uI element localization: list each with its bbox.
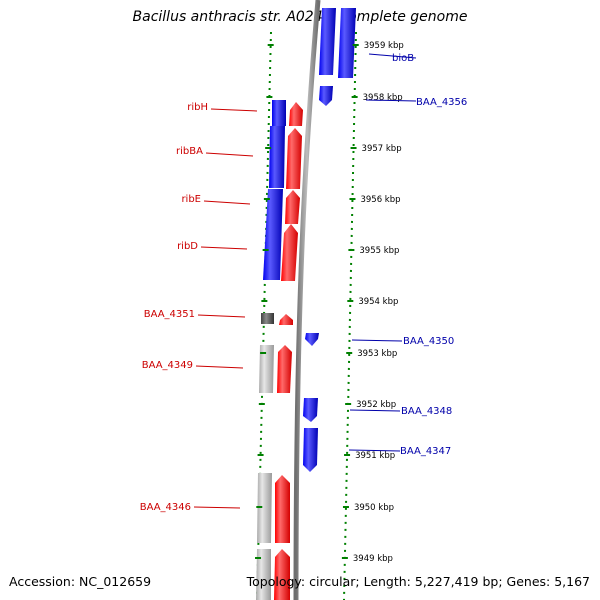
gene-label: BAA_4348 — [401, 406, 452, 417]
gene-bioB-part2 — [338, 8, 356, 78]
topology-text: Topology: circular; Length: 5,227,419 bp… — [246, 574, 590, 589]
gene-label-leader — [210, 108, 258, 112]
gene-ribE-ribD-blue — [263, 189, 283, 280]
gene-BAA_4356 — [319, 86, 333, 106]
gene-label: ribD — [177, 241, 198, 252]
gene-label-leader — [193, 506, 241, 509]
gene-ribH-blue — [272, 100, 286, 126]
gene-label: BAA_4346 — [140, 502, 191, 513]
gene-label: ribE — [181, 194, 201, 205]
tick-label: 3953 kbp — [357, 349, 397, 359]
tick-label: 3952 kbp — [356, 400, 396, 410]
gene-label-leader — [200, 246, 248, 250]
gene-labels: bioB BAA_4356 ribH ribBA ribE ribD BAA_4351 BAA… — [140, 53, 468, 513]
gene-label-leader — [365, 99, 417, 102]
gene-label: BAA_4347 — [400, 446, 451, 457]
gene-BAA_4346-gray — [257, 473, 272, 543]
gene-label-leader — [349, 409, 401, 412]
tick-label: 3951 kbp — [355, 451, 395, 461]
ruler-ticks: 3959 kbp 3958 kbp 3957 kbp 3956 kbp 3955 kbp… — [255, 41, 404, 564]
gene-BAA_4351-dark — [261, 313, 274, 324]
gene-bioB-part1 — [319, 8, 336, 75]
tick-label: 3950 kbp — [354, 503, 394, 513]
gene-label-leader — [205, 152, 254, 157]
gene-bottom-red — [274, 549, 290, 600]
gene-BAA_4348 — [303, 398, 318, 422]
gene-label-leader — [197, 314, 246, 318]
gene-label: BAA_4350 — [403, 336, 454, 347]
gene-ribE — [285, 190, 300, 224]
gene-label-leader — [351, 339, 403, 342]
gene-label-leader — [368, 53, 417, 59]
gene-BAA_4349-gray — [259, 345, 274, 393]
gene-ribH — [289, 102, 303, 126]
tick-label: 3955 kbp — [359, 246, 399, 256]
right-ruler — [343, 31, 357, 600]
gene-BAA_4346 — [275, 475, 290, 543]
gene-ribBA-blue — [269, 126, 285, 188]
gene-bottom-gray — [256, 549, 271, 600]
gene-BAA_4350 — [305, 333, 319, 346]
gene-label-leader — [348, 449, 401, 452]
gene-BAA_4351 — [279, 314, 293, 325]
gene-label-leader — [195, 365, 244, 369]
gene-label: BAA_4356 — [416, 97, 467, 108]
tick-label: 3958 kbp — [363, 93, 403, 103]
tick-label: 3959 kbp — [364, 41, 404, 51]
tick-label: 3957 kbp — [362, 144, 402, 154]
genome-backbone — [293, 0, 321, 600]
tick-label: 3949 kbp — [353, 554, 393, 564]
gene-BAA_4347 — [303, 428, 318, 472]
accession-text: Accession: NC_012659 — [9, 574, 152, 589]
gene-label: bioB — [392, 53, 414, 64]
gene-label-leader — [203, 200, 251, 205]
tick-label: 3956 kbp — [360, 195, 400, 205]
gene-label: ribBA — [176, 146, 203, 157]
tick-label: 3954 kbp — [358, 297, 398, 307]
gene-label: BAA_4349 — [142, 360, 193, 371]
gene-ribBA — [286, 128, 302, 189]
gene-ribD — [281, 224, 298, 281]
map-title: Bacillus anthracis str. A0248, complete … — [132, 9, 468, 25]
gene-BAA_4349 — [277, 345, 292, 393]
gene-label: ribH — [187, 102, 208, 113]
gene-label: BAA_4351 — [144, 309, 195, 320]
